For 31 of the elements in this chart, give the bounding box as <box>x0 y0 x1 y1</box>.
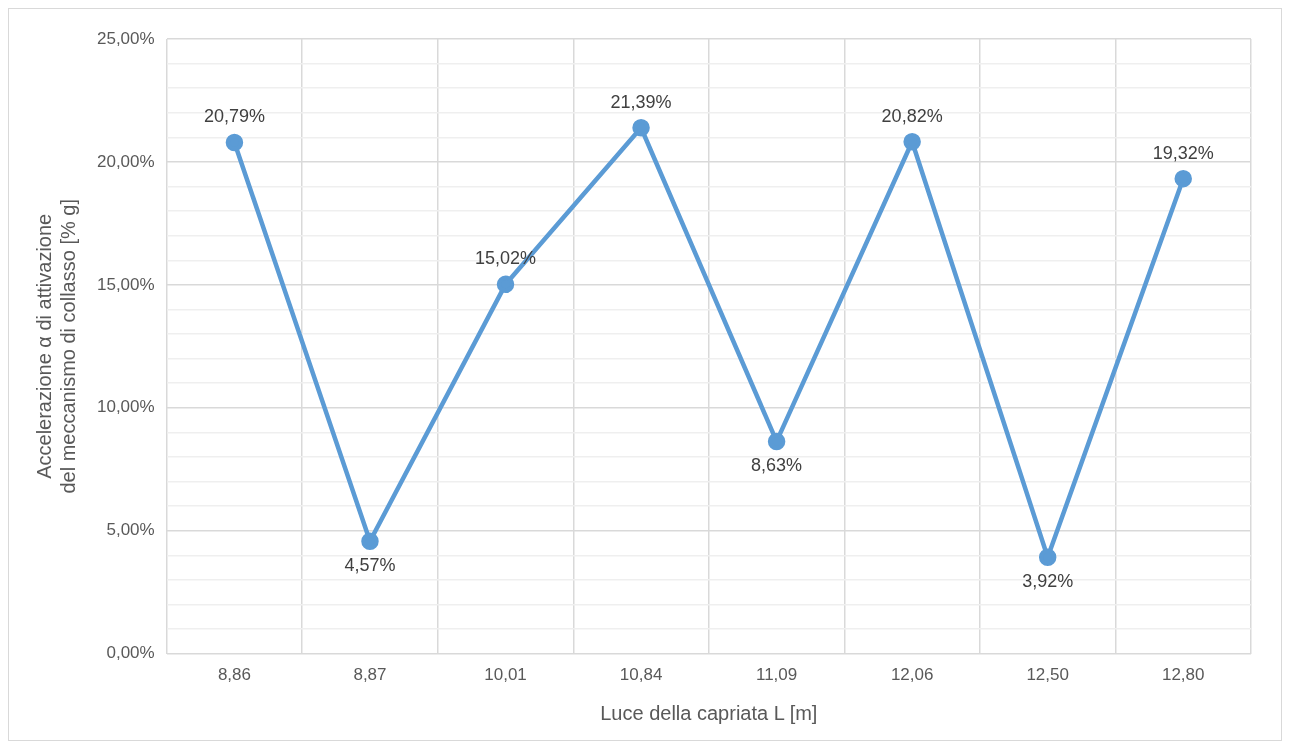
y-tick-label: 5,00% <box>106 520 155 540</box>
y-axis-title: Accelerazione α di attivazione del meccanismo di collasso [% g] <box>32 199 79 494</box>
x-tick-label: 11,09 <box>755 665 798 685</box>
y-tick-label: 20,00% <box>96 151 155 171</box>
point <box>903 133 921 151</box>
y-tick-label: 0,00% <box>106 643 155 663</box>
y-tick-label: 15,00% <box>96 274 155 294</box>
x-tick-label: 8,87 <box>353 665 387 685</box>
x-tick-label: 10,01 <box>484 665 527 685</box>
x-tick-label: 12,06 <box>890 665 934 685</box>
data-label: 20,79% <box>203 106 265 127</box>
x-tick-label: 10,84 <box>619 665 663 685</box>
data-label: 3,92% <box>1022 571 1074 592</box>
data-label: 19,32% <box>1152 142 1214 163</box>
point <box>496 275 515 294</box>
data-label: 4,57% <box>344 555 396 576</box>
point <box>1174 169 1192 188</box>
point <box>225 133 244 152</box>
point <box>632 119 650 137</box>
data-label: 20,82% <box>881 105 943 126</box>
x-axis-title: Luce della capriata L [m] <box>600 701 818 724</box>
y-tick-label: 25,00% <box>96 28 155 48</box>
data-label: 8,63% <box>751 455 803 476</box>
data-label: 21,39% <box>610 91 672 112</box>
x-tick-label: 12,50 <box>1026 665 1069 685</box>
x-tick-label: 12,80 <box>1161 665 1205 685</box>
x-tick-label: 8,86 <box>217 665 251 685</box>
y-tick-label: 10,00% <box>96 397 155 417</box>
point <box>767 432 786 451</box>
point <box>361 532 379 550</box>
point <box>1038 548 1057 566</box>
